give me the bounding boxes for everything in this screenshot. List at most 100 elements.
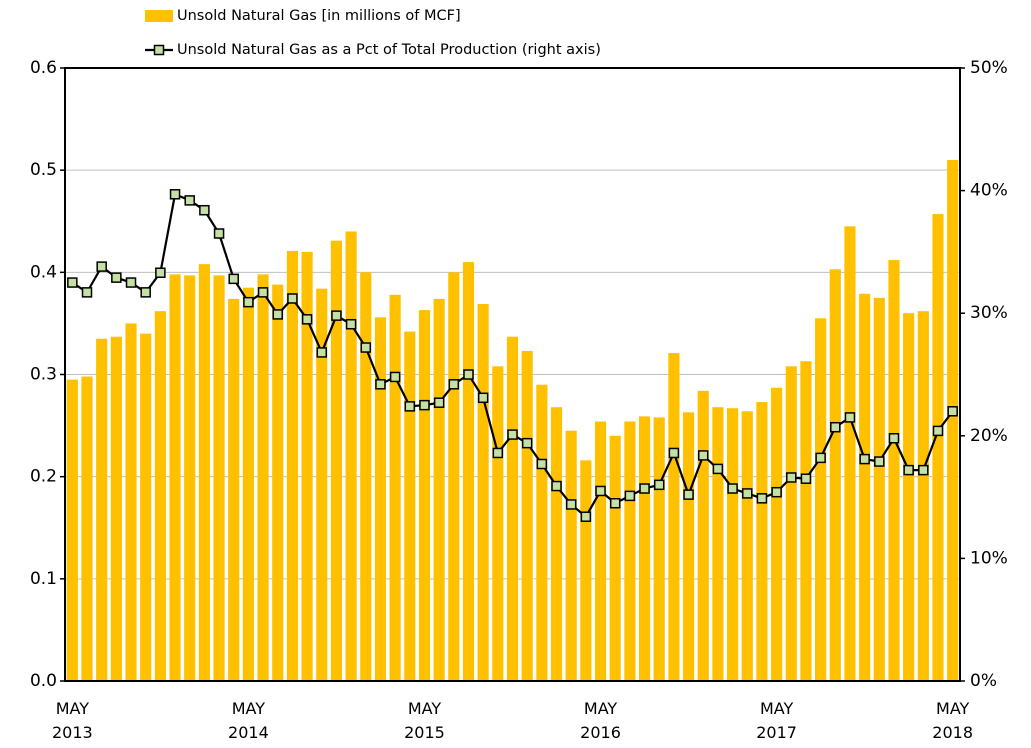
marker (932, 425, 944, 437)
x-tick-label: MAY 2014 (228, 699, 269, 742)
marker (565, 499, 577, 510)
marker (800, 473, 812, 484)
marker (301, 314, 313, 325)
bar (594, 421, 607, 681)
bar (888, 260, 900, 681)
marker (903, 464, 914, 476)
bar (771, 387, 783, 681)
bar (389, 294, 401, 681)
y-tick-label: 0.0 (30, 671, 57, 691)
legend-label: Unsold Natural Gas [in millions of MCF] (177, 8, 461, 24)
marker (477, 392, 489, 404)
bar (81, 376, 93, 681)
y2-tick-label: 0% (970, 671, 997, 691)
bar (712, 407, 724, 681)
bar (917, 311, 929, 681)
marker (859, 453, 870, 465)
x-tick-label: MAY 2013 (51, 699, 93, 742)
marker (463, 369, 474, 380)
marker (624, 490, 636, 502)
x-tick-label: MAY 2016 (580, 699, 621, 742)
bar (110, 336, 122, 681)
bar (448, 272, 460, 681)
marker (683, 489, 694, 500)
marker (727, 483, 738, 494)
bar (492, 366, 504, 681)
bar (316, 288, 328, 681)
marker (257, 287, 269, 298)
bar (125, 323, 137, 681)
bar (301, 251, 313, 681)
y2-tick-label: 50% (970, 58, 1008, 78)
marker (199, 204, 210, 216)
marker (345, 318, 357, 330)
bar (829, 269, 841, 681)
plot-border (64, 67, 961, 682)
marker (888, 433, 900, 444)
marker (521, 437, 533, 449)
bar (257, 274, 269, 681)
bar (242, 287, 254, 681)
marker (580, 511, 592, 522)
bar (140, 333, 152, 681)
bar (374, 317, 387, 681)
marker (712, 463, 724, 475)
marker (375, 379, 386, 390)
y-tick-label: 0.4 (30, 262, 57, 282)
marker (213, 228, 225, 239)
y2-tick-label: 20% (970, 426, 1008, 446)
bar (66, 379, 78, 681)
bar (653, 417, 665, 681)
bar (609, 435, 621, 681)
y-tick-label: 0.1 (30, 569, 57, 589)
bar (844, 226, 856, 681)
marker (771, 486, 782, 498)
bar (360, 272, 372, 681)
marker (316, 347, 328, 358)
bar (154, 311, 166, 681)
marker (536, 458, 548, 470)
bar (550, 407, 563, 681)
marker (844, 412, 856, 423)
marker (96, 261, 107, 272)
marker (111, 272, 122, 283)
bar (536, 384, 548, 681)
y2-tick-label: 40% (970, 181, 1008, 201)
marker (433, 397, 445, 408)
bar (697, 390, 709, 681)
marker (668, 447, 680, 459)
marker (169, 189, 181, 200)
bar (184, 275, 196, 681)
marker (639, 483, 650, 494)
legend-marker (153, 44, 165, 56)
marker (507, 429, 518, 440)
bar (228, 298, 240, 681)
bar (785, 366, 797, 681)
marker (243, 296, 254, 308)
bar (506, 336, 519, 681)
bar (580, 460, 592, 681)
marker (653, 479, 665, 491)
marker (609, 497, 621, 509)
bar (859, 293, 871, 681)
bar (815, 318, 827, 681)
marker (595, 485, 606, 497)
bar (800, 361, 812, 681)
x-tick-label: MAY 2018 (932, 699, 974, 742)
legend-label: Unsold Natural Gas as a Pct of Total Pro… (177, 42, 601, 58)
y-tick-label: 0.3 (30, 365, 57, 385)
bar (624, 421, 636, 681)
marker (404, 401, 416, 412)
bar (477, 304, 489, 681)
bar (727, 408, 739, 681)
marker (492, 447, 504, 459)
y-tick-label: 0.6 (30, 58, 57, 78)
marker (81, 287, 93, 298)
marker (551, 480, 562, 492)
bar (286, 250, 298, 681)
bar (903, 313, 915, 681)
x-tick-label: MAY 2017 (756, 699, 797, 742)
marker (786, 472, 797, 483)
marker (742, 488, 753, 499)
